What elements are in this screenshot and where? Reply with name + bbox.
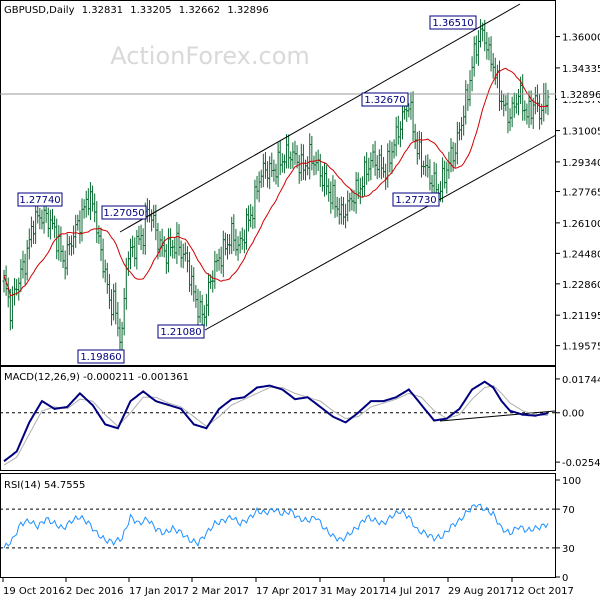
x-tick-label: 31 May 2017	[320, 586, 385, 597]
svg-text:1.21080: 1.21080	[160, 327, 201, 338]
annotation-127730: 1.27730	[392, 192, 440, 207]
ohlc-close: 1.32896	[227, 5, 268, 16]
svg-text:1.27050: 1.27050	[103, 208, 144, 219]
rsi-tick-label: 70	[562, 505, 575, 516]
x-tick-label: 14 Jul 2017	[384, 586, 441, 597]
channel-upper-line	[119, 3, 521, 233]
svg-text:GBPUSD,Daily 1.32831: GBPUSD,Daily 1.32831 1.33205 1.32662 1.3…	[4, 5, 269, 16]
rsi-label: RSI(14) 54.7555	[4, 480, 85, 491]
price-axis: 1.360001.343351.326701.310051.293401.277…	[556, 33, 600, 353]
x-tick-label: 29 Aug 2017	[448, 586, 512, 597]
price-tick-label: 1.36000	[562, 33, 600, 44]
macd-tick-label: -0.025466	[562, 458, 600, 469]
ohlc-high: 1.33205	[130, 5, 171, 16]
annotation-127050: 1.27050	[101, 205, 147, 220]
rsi-tick-label: 30	[562, 544, 575, 555]
rsi-line	[3, 503, 549, 549]
svg-text:1.19860: 1.19860	[80, 352, 121, 363]
price-tick-label: 1.29340	[562, 158, 600, 169]
x-tick-label: 17 Apr 2017	[256, 586, 318, 597]
moving-average-line	[3, 67, 549, 296]
annotation-119860: 1.19860	[77, 349, 125, 364]
price-tick-label: 1.21195	[562, 311, 600, 322]
svg-text:1.27740: 1.27740	[19, 195, 60, 206]
price-tick-label: 1.24480	[562, 249, 600, 260]
macd-trend-line	[439, 410, 556, 422]
rsi-tick-label: 0	[562, 573, 568, 584]
watermark: ActionForex.com	[110, 42, 310, 70]
rsi-panel-frame	[0, 473, 556, 578]
annotation-136510: 1.36510	[429, 15, 477, 30]
svg-text:1.27730: 1.27730	[395, 195, 436, 206]
price-bars	[2, 19, 550, 353]
price-tick-label: 1.34335	[562, 64, 600, 75]
x-tick-label: 17 Jan 2017	[129, 586, 189, 597]
ohlc-open: 1.32831	[82, 5, 123, 16]
symbol-label: GBPUSD,Daily	[4, 5, 75, 16]
annotation-127740: 1.27740	[17, 192, 63, 207]
annotation-121080: 1.21080	[157, 324, 205, 339]
price-tick-label: 1.27765	[562, 188, 600, 199]
price-tick-label: 1.26100	[562, 219, 600, 230]
macd-main-line	[3, 380, 549, 462]
price-tick-label: 1.19575	[562, 342, 600, 353]
price-tick-label: 1.31005	[562, 127, 600, 138]
annotation-132670: 1.32670	[361, 92, 409, 107]
x-axis: 19 Oct 2016 2 Dec 2016 17 Jan 2017 2 Mar 20…	[2, 578, 574, 597]
macd-tick-label: 0.00	[562, 409, 584, 420]
rsi-tick-label: 100	[562, 476, 581, 487]
x-tick-label: 2 Dec 2016	[66, 586, 124, 597]
macd-axis: 0.01744 0.00 -0.025466	[556, 375, 600, 469]
macd-tick-label: 0.01744	[562, 375, 600, 386]
x-tick-label: 2 Mar 2017	[192, 586, 249, 597]
channel-lower-line	[204, 134, 557, 331]
svg-text:1.32670: 1.32670	[364, 95, 405, 106]
ohlc-low: 1.32662	[179, 5, 220, 16]
svg-text:1.32896: 1.32896	[560, 90, 600, 101]
x-tick-label: 19 Oct 2016	[3, 586, 65, 597]
price-tick-label: 1.22860	[562, 280, 600, 291]
macd-label: MACD(12,26,9) -0.000211 -0.001361	[4, 372, 189, 383]
last-price-label: 1.32896	[557, 87, 600, 101]
symbol-header: GBPUSD,Daily 1.32831 1.33205 1.32662 1.3…	[4, 5, 269, 16]
x-tick-label: 12 Oct 2017	[512, 586, 574, 597]
svg-text:1.36510: 1.36510	[432, 18, 473, 29]
rsi-axis: 100 70 30 0	[556, 476, 581, 584]
